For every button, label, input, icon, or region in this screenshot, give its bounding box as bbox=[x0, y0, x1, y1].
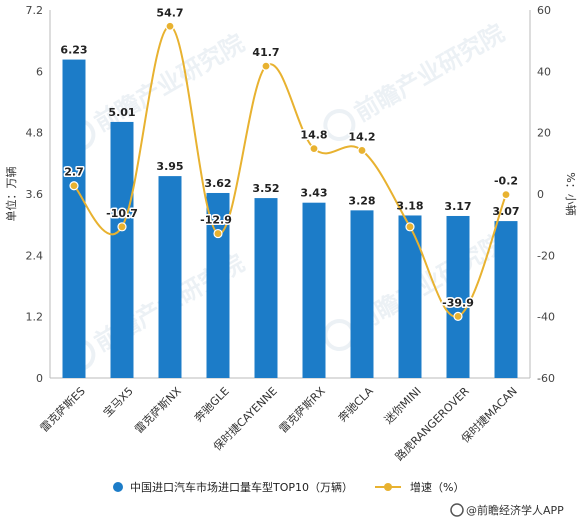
legend-line-label: 增速（%） bbox=[410, 480, 464, 494]
line-point bbox=[261, 61, 271, 71]
bar-value-label: 6.23 bbox=[60, 44, 87, 57]
watermark-logo-text: 前瞻产业研究院 bbox=[350, 19, 509, 127]
line-value-label: 2.7 bbox=[64, 166, 84, 179]
bar-value-label: 3.52 bbox=[252, 182, 279, 195]
line-value-label: 54.7 bbox=[156, 6, 183, 19]
category-label: 奔驰GLE bbox=[191, 384, 232, 425]
line-value-label: -39.9 bbox=[442, 296, 474, 309]
category-label: 雷克萨斯RX bbox=[277, 384, 328, 435]
bar bbox=[62, 59, 86, 378]
bar bbox=[350, 210, 374, 378]
right-tick-label: -60 bbox=[537, 372, 555, 385]
line-value-label: -12.9 bbox=[200, 214, 232, 227]
bar bbox=[254, 198, 278, 378]
left-tick-label: 7.2 bbox=[26, 4, 44, 17]
right-axis-ticks: -60 -40 -20 0 20 40 60 bbox=[537, 4, 555, 385]
bar-value-label: 3.18 bbox=[396, 199, 423, 212]
left-tick-label: 1.2 bbox=[26, 311, 44, 324]
bottom-watermark: @前瞻经济学人APP bbox=[450, 503, 564, 517]
line-point bbox=[117, 222, 127, 232]
right-tick-label: 60 bbox=[537, 4, 551, 17]
bar-value-label: 3.43 bbox=[300, 187, 327, 200]
legend: 中国进口汽车市场进口量车型TOP10（万辆） 增速（%） bbox=[113, 480, 464, 494]
watermark-circle-icon bbox=[323, 109, 356, 141]
legend-line-dot bbox=[384, 483, 392, 491]
y-axis-title: 单位：万辆 bbox=[4, 167, 18, 222]
left-tick-label: 2.4 bbox=[26, 249, 44, 262]
watermark-logo-text: 前瞻产业研究院 bbox=[350, 229, 509, 337]
bar bbox=[494, 221, 518, 378]
left-tick-label: 0 bbox=[36, 372, 43, 385]
line-value-label: 14.8 bbox=[300, 129, 327, 142]
line-point bbox=[405, 222, 415, 232]
left-tick-label: 4.8 bbox=[26, 127, 44, 140]
line-point bbox=[165, 21, 175, 31]
watermark-logo-icon bbox=[450, 503, 464, 517]
bar-value-label: 5.01 bbox=[108, 106, 135, 119]
line-value-label: -0.2 bbox=[494, 175, 518, 188]
right-tick-label: -40 bbox=[537, 311, 555, 324]
bar bbox=[206, 192, 230, 378]
line-point bbox=[309, 144, 319, 154]
category-label: 雷克萨斯ES bbox=[38, 385, 88, 435]
watermark-logo: 前瞻产业研究院 bbox=[63, 29, 249, 151]
line-point bbox=[213, 228, 223, 239]
category-label: 迷你MINI bbox=[382, 385, 424, 427]
right-tick-label: 20 bbox=[537, 127, 551, 140]
right-tick-label: 0 bbox=[537, 188, 544, 201]
line-value-label: 41.7 bbox=[252, 46, 279, 59]
line-point bbox=[357, 145, 367, 156]
bar-value-label: 3.07 bbox=[492, 205, 519, 218]
right-tick-label: 40 bbox=[537, 65, 551, 78]
bar bbox=[110, 121, 134, 378]
bar bbox=[398, 215, 422, 378]
bar bbox=[302, 202, 326, 378]
legend-bar-label: 中国进口汽车市场进口量车型TOP10（万辆） bbox=[130, 480, 353, 494]
bar-value-label: 3.62 bbox=[204, 177, 231, 190]
category-label: 雷克萨斯NX bbox=[132, 384, 184, 436]
bar bbox=[158, 176, 182, 378]
watermark-logo: 前瞻产业研究院 bbox=[323, 19, 509, 141]
category-label: 宝马X5 bbox=[100, 384, 136, 420]
category-label: 奔驰CLA bbox=[335, 384, 376, 425]
bar-series bbox=[62, 59, 518, 378]
bar bbox=[446, 215, 470, 378]
line-series bbox=[69, 21, 511, 321]
bar-value-label: 3.95 bbox=[156, 160, 183, 173]
legend-bar-marker bbox=[113, 482, 123, 492]
watermark-text: @前瞻经济学人APP bbox=[466, 503, 564, 517]
watermark-logo-text: 前瞻产业研究院 bbox=[90, 29, 249, 137]
left-axis-ticks: 0 1.2 2.4 3.6 4.8 6 7.2 bbox=[26, 4, 44, 385]
line-data-labels: 2.7 -10.7 54.7 -12.9 41.7 14.8 14.2 -39.9 -0.2 bbox=[63, 5, 520, 311]
bar-value-label: 3.17 bbox=[444, 200, 471, 213]
left-tick-label: 6 bbox=[36, 65, 43, 78]
line-point bbox=[69, 181, 79, 191]
bar-data-labels: 6.23 5.01 3.95 3.62 3.52 3.43 3.28 3.18 3.17 3.07 bbox=[60, 44, 519, 219]
y2-axis-title: %：小辆 bbox=[564, 172, 578, 215]
left-tick-label: 3.6 bbox=[26, 188, 44, 201]
right-tick-label: -20 bbox=[537, 249, 555, 262]
line-value-label: -10.7 bbox=[106, 207, 138, 220]
line-point bbox=[453, 311, 463, 321]
line-value-label: 14.2 bbox=[348, 130, 375, 143]
bar-value-label: 3.28 bbox=[348, 194, 375, 207]
line-point bbox=[501, 190, 511, 200]
